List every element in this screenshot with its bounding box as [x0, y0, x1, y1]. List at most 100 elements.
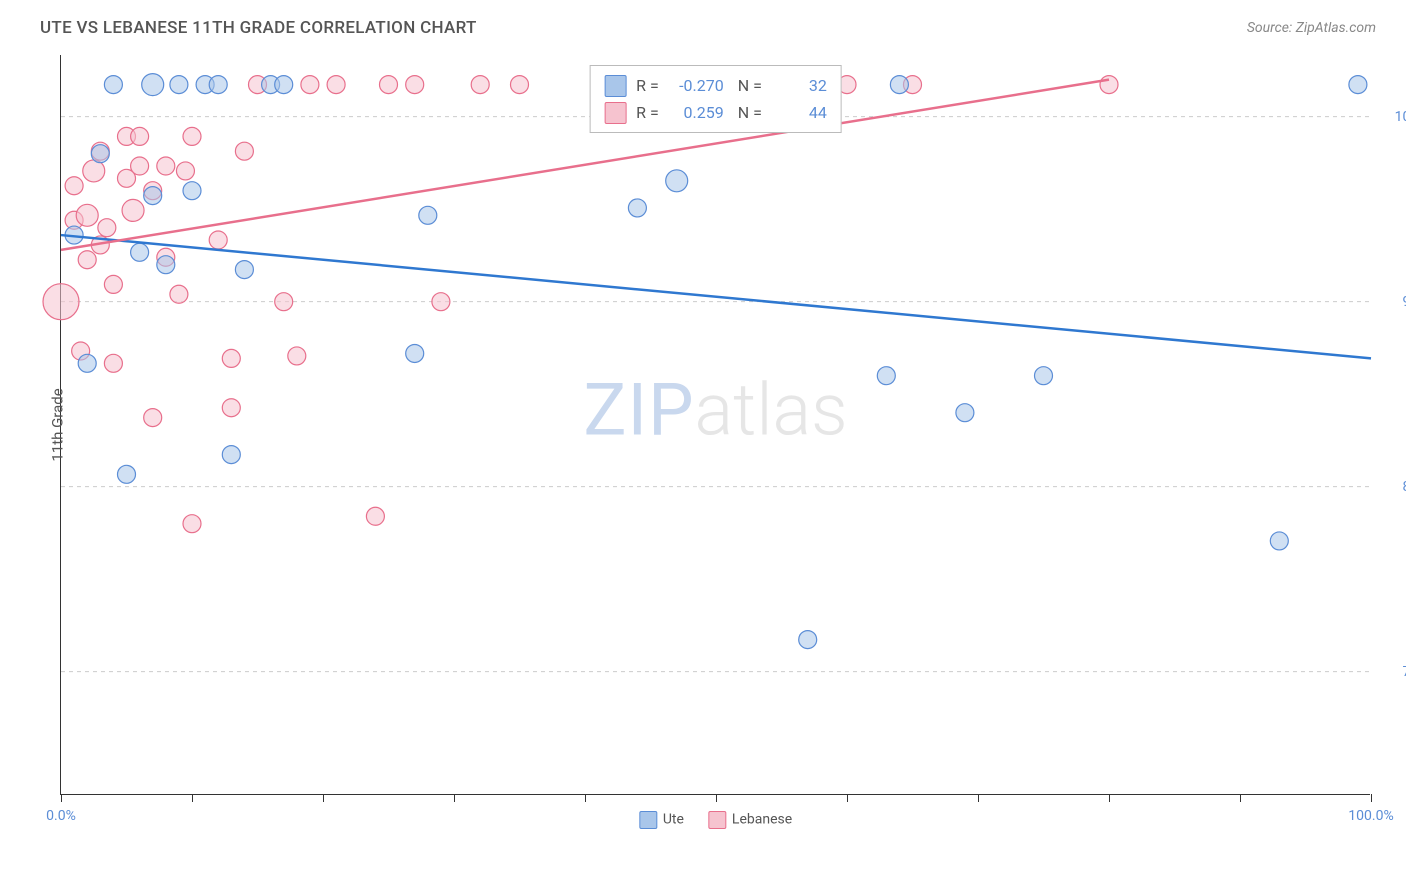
data-point [1270, 532, 1288, 550]
data-point [222, 349, 240, 367]
data-point [157, 256, 175, 274]
x-tick [61, 794, 62, 802]
data-point [1035, 367, 1053, 385]
x-tick [454, 794, 455, 802]
data-point [1349, 76, 1367, 94]
data-point [327, 76, 345, 94]
trend-line [61, 235, 1371, 358]
data-point [235, 261, 253, 279]
y-tick-label: 92.5% [1380, 294, 1406, 310]
x-tick-label: 100.0% [1348, 808, 1393, 824]
data-point [666, 170, 688, 192]
scatter-lebanese [43, 76, 1118, 533]
scatter-ute [65, 74, 1367, 649]
n-label: N = [734, 99, 762, 126]
bottom-legend: Ute Lebanese [639, 811, 792, 829]
x-tick [585, 794, 586, 802]
data-point [78, 354, 96, 372]
x-tick-label: 0.0% [46, 808, 76, 824]
x-tick [716, 794, 717, 802]
r-value-ute: -0.270 [669, 72, 724, 99]
data-point [209, 231, 227, 249]
data-point [432, 293, 450, 311]
x-tick [192, 794, 193, 802]
data-point [91, 145, 109, 163]
data-point [183, 515, 201, 533]
data-point [235, 142, 253, 160]
source-attribution: Source: ZipAtlas.com [1247, 20, 1376, 36]
legend-label-lebanese: Lebanese [732, 812, 792, 828]
data-point [222, 399, 240, 417]
data-point [170, 285, 188, 303]
data-point [380, 76, 398, 94]
trend-line [61, 80, 1109, 250]
source-name: ZipAtlas.com [1296, 20, 1376, 36]
data-point [419, 206, 437, 224]
legend-label-ute: Ute [663, 812, 684, 828]
data-point [628, 199, 646, 217]
data-point [183, 182, 201, 200]
legend-swatch-ute [639, 811, 657, 829]
data-point [65, 177, 83, 195]
data-point [131, 243, 149, 261]
data-point [471, 76, 489, 94]
stats-row-lebanese: R = 0.259 N = 44 [604, 99, 827, 126]
stats-legend-box: R = -0.270 N = 32 R = 0.259 N = 44 [589, 65, 842, 133]
data-point [144, 409, 162, 427]
y-tick-label: 85.0% [1380, 479, 1406, 495]
r-label: R = [636, 99, 659, 126]
data-point [131, 157, 149, 175]
data-point [288, 347, 306, 365]
data-point [799, 631, 817, 649]
n-label: N = [734, 72, 762, 99]
chart-svg [61, 55, 1370, 794]
data-point [104, 354, 122, 372]
data-point [131, 127, 149, 145]
data-point [104, 275, 122, 293]
r-value-lebanese: 0.259 [669, 99, 724, 126]
plot-area: 11th Grade ZIPatlas 77.5%85.0%92.5%100.0… [60, 55, 1370, 795]
x-tick [323, 794, 324, 802]
data-point [157, 157, 175, 175]
data-point [956, 404, 974, 422]
x-tick [1109, 794, 1110, 802]
x-tick [978, 794, 979, 802]
data-point [301, 76, 319, 94]
data-point [118, 465, 136, 483]
swatch-lebanese [604, 102, 626, 124]
data-point [183, 127, 201, 145]
chart-title: UTE VS LEBANESE 11TH GRADE CORRELATION C… [40, 18, 477, 38]
data-point [98, 219, 116, 237]
data-point [406, 76, 424, 94]
data-point [406, 344, 424, 362]
data-point [104, 76, 122, 94]
x-tick [1371, 794, 1372, 802]
data-point [209, 76, 227, 94]
stats-row-ute: R = -0.270 N = 32 [604, 72, 827, 99]
data-point [43, 284, 79, 320]
data-point [176, 162, 194, 180]
y-tick-label: 100.0% [1380, 109, 1406, 125]
data-point [122, 199, 144, 221]
legend-item-ute: Ute [639, 811, 684, 829]
x-tick [1240, 794, 1241, 802]
data-point [144, 187, 162, 205]
r-label: R = [636, 72, 659, 99]
source-prefix: Source: [1247, 20, 1296, 36]
data-point [275, 293, 293, 311]
data-point [76, 204, 98, 226]
data-point [222, 446, 240, 464]
n-value-lebanese: 44 [772, 99, 827, 126]
y-tick-label: 77.5% [1380, 664, 1406, 680]
data-point [78, 251, 96, 269]
x-tick [847, 794, 848, 802]
data-point [366, 507, 384, 525]
data-point [170, 76, 188, 94]
data-point [511, 76, 529, 94]
data-point [1100, 76, 1118, 94]
data-point [83, 160, 105, 182]
gridlines [61, 117, 1371, 672]
data-point [275, 76, 293, 94]
swatch-ute [604, 75, 626, 97]
legend-item-lebanese: Lebanese [708, 811, 792, 829]
